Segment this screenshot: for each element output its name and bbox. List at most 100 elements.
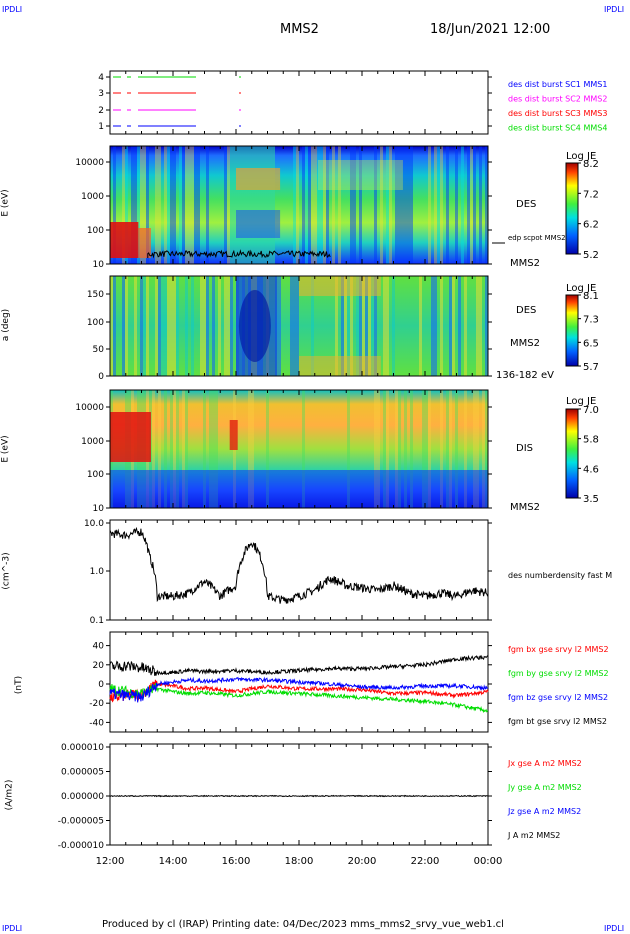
dist-yaxis-tick-label: 2 [98, 106, 104, 116]
des-e-spectrogram-column [140, 146, 143, 264]
des-pa-yaxis-tick-label: 100 [87, 318, 104, 328]
des-e-spectrogram-column [263, 146, 266, 264]
des-pa-label-energy: 136-182 eV [496, 370, 554, 381]
des-pa-spectrogram-column [386, 276, 389, 376]
des-e-spectrogram-column [326, 146, 329, 264]
scpot-line [147, 249, 331, 259]
des-pa-spectrogram-column [464, 276, 467, 376]
dis-e-spectrogram-column [425, 390, 428, 508]
des-e-spectrogram-column [170, 146, 173, 264]
des-e-spectrogram-column [242, 146, 245, 264]
des-e-spectrogram-column [473, 146, 476, 264]
des-e-spectrogram-column [269, 146, 272, 264]
des-pa-spectrogram-column [344, 276, 347, 376]
des-pa-spectrogram-column [161, 276, 164, 376]
des-pa-spectrogram-column [335, 276, 338, 376]
des-e-spectrogram-column [227, 146, 230, 264]
des-pa-spectrogram-column [392, 276, 395, 376]
corner-label-bottom-left: IPDLI [2, 924, 23, 933]
dis-e-spectrogram-column [404, 390, 407, 508]
des-e-spectrogram-column [401, 146, 404, 264]
bfield-series-line [109, 679, 489, 703]
des-e-spectrogram-column [272, 146, 275, 264]
des-pa-spectrogram-column [230, 276, 233, 376]
des-pa-top-warm [299, 276, 381, 296]
current-legend-entry: Jz gse A m2 MMS2 [507, 807, 581, 816]
des-e-spectrogram-column [359, 146, 362, 264]
page-title: MMS2 [280, 22, 319, 37]
des-pa-spectrogram-column [173, 276, 176, 376]
bfield-legend-entry: fgm bz gse srvy l2 MMS2 [508, 693, 608, 702]
des-e-spectrogram-column [248, 146, 251, 264]
dis-e-spectrogram-column [476, 390, 479, 508]
des-pa-yaxis-tick-label: 0 [98, 372, 104, 382]
dis-e-spectrogram-column [464, 390, 467, 508]
des-pa-spectrogram-column [296, 276, 299, 376]
des-pa-spectrogram-column [203, 276, 206, 376]
corner-label-top-right: IPDLI [604, 5, 625, 14]
des-pa-yaxis-tick-label: 50 [93, 345, 105, 355]
bfield-series-line [109, 676, 489, 703]
density-yaxis-tick-label: 1.0 [90, 567, 105, 577]
dis-e-spectrogram-column [410, 390, 413, 508]
des-pa-spectrogram-column [362, 276, 365, 376]
dis-e-spectrogram-column [449, 390, 452, 508]
dis-e-spectrogram-column [383, 390, 386, 508]
dis-e-spectrogram-column [209, 390, 212, 508]
des-e-spectrogram-column [296, 146, 299, 264]
dis-e-spectrogram-column [203, 390, 206, 508]
des-pa-label-instrument: DES [516, 305, 537, 316]
des-pa-spectrogram-column [452, 276, 455, 376]
des-e-spectrogram-column [191, 146, 194, 264]
des-e-warm-band [317, 160, 403, 190]
des-e-spectrogram-column [332, 146, 335, 264]
dis-e-spectrogram-column [248, 390, 251, 508]
des-e-spectrogram-column [257, 146, 260, 264]
des-e-red-region [110, 222, 139, 258]
colorbar2-tick-label: 6.5 [583, 338, 599, 349]
current-legend-entry: Jx gse A m2 MMS2 [507, 759, 582, 768]
bfield-legend-entry: fgm by gse srvy l2 MMS2 [508, 669, 609, 678]
des-e-spectrogram-column [440, 146, 443, 264]
des-pa-spectrogram-column [293, 276, 296, 376]
des-pa-bottom-warm [299, 356, 381, 376]
dis-e-spectrogram-column [482, 390, 485, 508]
des-e-spectrogram-column [437, 146, 440, 264]
current-ylabel: (A/m2) [4, 779, 15, 811]
des-e-spectrogram-column [305, 146, 308, 264]
des-pa-spectrogram-column [476, 276, 479, 376]
des-e-spectrogram-column [179, 146, 182, 264]
des-e-spectrogram-column [143, 146, 146, 264]
dis-e-spectrogram-column [302, 390, 305, 508]
des-pa-spectrogram-column [200, 276, 203, 376]
dis-e-spectrogram-column [164, 390, 167, 508]
des-e-spectrogram-column [374, 146, 377, 264]
dis-e-label-sc: MMS2 [510, 502, 540, 513]
colorbar2-title: Log JE [566, 283, 597, 294]
dis-e-yaxis-tick-label: 100 [87, 470, 104, 480]
dis-e-spectrogram-column [485, 390, 488, 508]
des-e-spectrogram-column [230, 146, 233, 264]
dis-e-spectrogram-column [170, 390, 173, 508]
colorbar1-tick-label: 5.2 [583, 250, 599, 261]
des-e-spectrogram-column [167, 146, 170, 264]
des-pa-spectrogram-column [191, 276, 194, 376]
des-pa-spectrogram-column [224, 276, 227, 376]
dist-yaxis-tick-label: 3 [98, 89, 104, 99]
des-e-spectrogram-column [206, 146, 209, 264]
colorbar3-tick-label: 5.8 [583, 435, 599, 446]
des-e-label-sc: MMS2 [510, 258, 540, 269]
des-pa-spectrogram-column [449, 276, 452, 376]
des-e-spectrogram-column [122, 146, 125, 264]
bfield-ylabel: (nT) [14, 675, 25, 695]
des-pa-spectrogram-column [440, 276, 443, 376]
des-e-spectrogram-column [185, 146, 188, 264]
des-e-spectrogram-column [479, 146, 482, 264]
des-e-spectrogram-column [407, 146, 410, 264]
bfield-series-line [109, 654, 488, 676]
dis-e-spectrogram-column [266, 390, 269, 508]
des-pa-spectrogram-column [176, 276, 179, 376]
density-yaxis-tick-label: 0.1 [90, 616, 104, 626]
xaxis-tick-label: 14:00 [159, 856, 188, 867]
des-e-spectrogram-column [260, 146, 263, 264]
